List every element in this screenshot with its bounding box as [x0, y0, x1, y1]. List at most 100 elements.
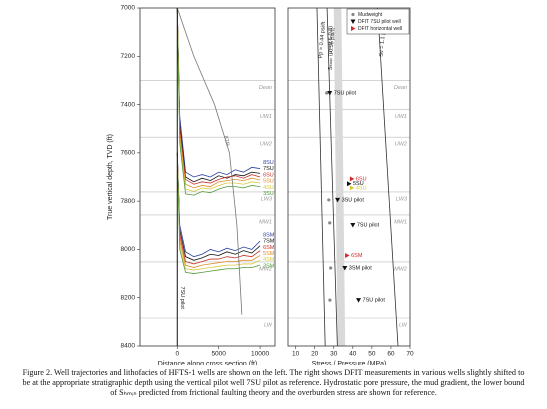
well-trajectory [176, 152, 261, 265]
data-point [328, 221, 332, 225]
formation-label: UW2 [260, 142, 272, 148]
x-tick-label: 0 [175, 351, 179, 358]
y-tick-label: 8000 [121, 246, 136, 253]
data-point [349, 176, 355, 182]
well-trajectory [176, 8, 261, 185]
well-trajectory [176, 152, 261, 268]
data-point [327, 90, 333, 96]
formation-label: MW2 [394, 266, 407, 272]
point-label: 7SU pilot [334, 90, 357, 96]
data-point [347, 181, 352, 187]
data-point [345, 252, 350, 258]
x-tick-label: 40 [349, 351, 357, 358]
legend-marker [351, 12, 355, 17]
well-label: 5SM [263, 251, 275, 257]
reference-line [316, 8, 326, 346]
x-tick-label: 60 [387, 351, 395, 358]
shmin-band [333, 8, 346, 346]
well-label: 6SU [263, 172, 274, 178]
plot-area [140, 8, 275, 346]
well-label: 7SU [263, 166, 274, 172]
x-axis-title: Stress / Pressure (MPa) [312, 361, 387, 365]
formation-label: LW3 [261, 196, 273, 202]
well-trajectory [176, 8, 261, 189]
well-label: 3SU [263, 191, 274, 197]
x-tick-label: 70 [406, 351, 414, 358]
reference-line [326, 8, 338, 346]
y-tick-label: 7600 [121, 150, 136, 157]
x-tick-label: 10 [292, 351, 300, 358]
legend-marker [351, 26, 356, 31]
formation-label: UW2 [395, 142, 407, 148]
well-trajectory [176, 152, 261, 261]
formation-label: Dean [394, 85, 407, 91]
data-point [325, 91, 329, 95]
plot-frame [139, 7, 276, 347]
reference-line [377, 8, 399, 346]
well-label: 3SM [263, 263, 275, 269]
caption: Figure 2. Well trajectories and lithofac… [22, 368, 525, 397]
x-tick-label: 50 [368, 351, 376, 358]
formation-label: UW1 [395, 114, 407, 120]
y-tick-label: 8400 [121, 343, 136, 350]
well-trajectory [176, 152, 261, 274]
chart: DeanUW1UW2LW3MW1MW2LW8SU7SU6SU5SU4SU3SU8… [107, 5, 414, 368]
y-tick-label: 7400 [121, 101, 136, 108]
well-label: 6SM [263, 245, 275, 251]
well-trajectory [176, 8, 261, 178]
line-label: Sv = 1.1 psi/ft [379, 23, 388, 57]
data-point [327, 198, 331, 202]
legend-label: DFIT 7SU pilot well [358, 19, 401, 25]
formation-label: LW [264, 322, 273, 328]
well-label: 8SU [263, 160, 274, 166]
legend-label: DFIT horizontal well [358, 26, 402, 32]
point-label: 3SU pilot [342, 197, 365, 203]
well-trajectory [176, 152, 261, 258]
legend-box [346, 8, 410, 35]
formation-label: MW1 [259, 219, 272, 225]
data-point [342, 266, 348, 271]
data-point [328, 298, 332, 302]
y-tick-label: 7000 [121, 5, 136, 12]
formation-label: MW2 [259, 266, 272, 272]
well-trajectory [176, 152, 261, 271]
well-trajectory [176, 8, 243, 315]
point-label: 6SM [351, 253, 363, 259]
x-tick-label: 5000 [211, 351, 226, 358]
formation-label: Dean [259, 85, 272, 91]
well-label: 8TR [222, 135, 230, 146]
plot-area [288, 8, 410, 346]
legend-marker [350, 19, 356, 24]
point-label: 7SU pilot [357, 222, 380, 228]
well-label: 7SU pilot [179, 287, 185, 310]
formation-label: MW1 [394, 219, 407, 225]
legend-label: Mudweight [358, 12, 383, 18]
point-label: 7SU pilot [363, 298, 386, 304]
well-trajectory [176, 8, 261, 196]
y-tick-label: 7200 [121, 53, 136, 60]
point-label: 5SU [353, 181, 364, 187]
point-label: 3SM pilot [349, 265, 372, 271]
well-trajectory [176, 8, 261, 183]
point-label: 4SU [356, 185, 367, 191]
y-tick-label: 7800 [121, 198, 136, 205]
line-label: Pp = 0.44 psi/ft [318, 21, 327, 59]
band-label: Sₕₘᵢₙ (μ = 0.6-0.8) [328, 26, 334, 70]
formation-label: LW3 [396, 196, 408, 202]
line-label: 0.55 psi/ft [329, 27, 337, 52]
well-label: 5SU [263, 179, 274, 185]
data-point [329, 266, 333, 270]
formation-label: UW1 [260, 114, 272, 120]
x-tick-label: 20 [311, 351, 319, 358]
well-label: 4SU [263, 185, 274, 191]
formation-label: LW [399, 322, 408, 328]
data-point [350, 223, 356, 228]
data-point [356, 298, 362, 303]
x-tick-label: 10000 [251, 351, 269, 358]
well-label: 7SM [263, 239, 275, 245]
x-tick-label: 30 [330, 351, 338, 358]
data-point [349, 185, 355, 191]
data-point [335, 197, 341, 203]
y-tick-label: 8200 [121, 294, 136, 301]
